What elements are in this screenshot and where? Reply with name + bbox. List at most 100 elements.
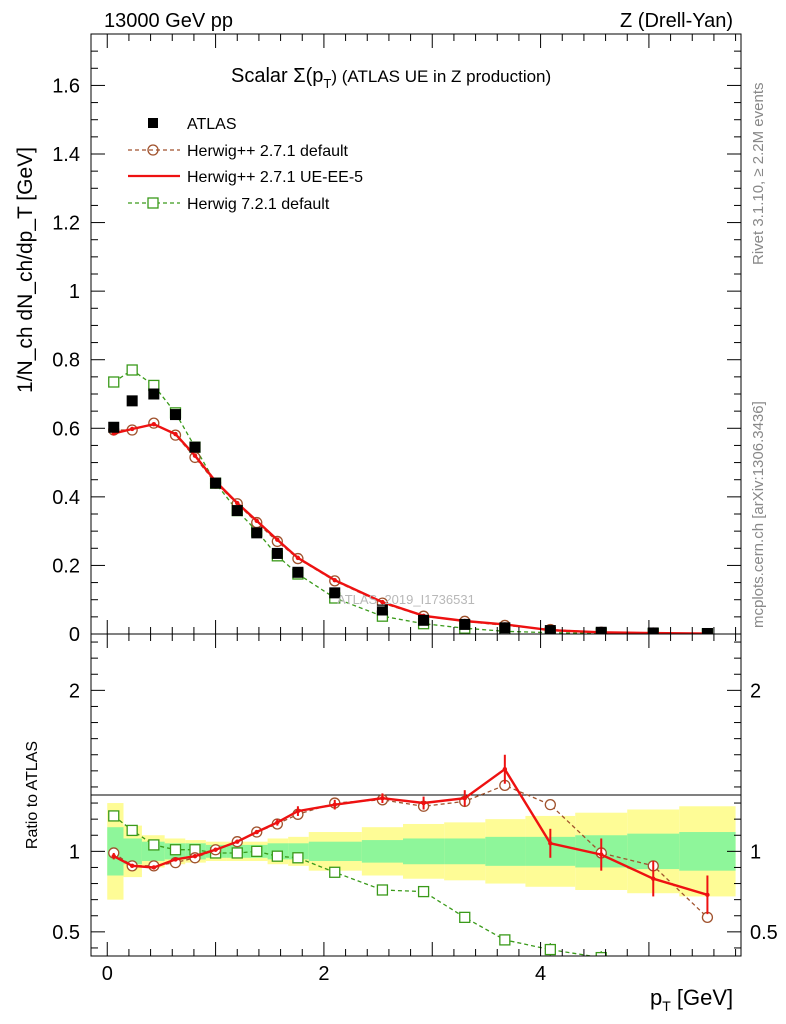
y-tick-label: 1.4 (52, 144, 80, 166)
ratio-y-tick-label: 0.5 (52, 922, 80, 944)
herwigpp-ueee5-ratio-point (548, 841, 553, 846)
herwig7-default-ratio-point (271, 850, 283, 862)
herwigpp-ueee5-ratio-point (599, 852, 604, 857)
herwig7-default-ratio-point (126, 824, 138, 837)
herwig7-default-ratio-point (499, 934, 511, 946)
herwig7-default-ratio-point (595, 951, 607, 956)
legend-label-herwigpp-ueee5: Herwig++ 2.7.1 UE-EE-5 (187, 169, 363, 186)
band-green (123, 838, 142, 865)
x-tick-label: 4 (535, 963, 546, 985)
legend-marker-herwig7-default (147, 197, 159, 209)
herwigpp-ueee5-ratio-point (235, 839, 240, 844)
atlas-data-point (701, 627, 713, 634)
herwigpp-ueee5-ratio-point (275, 820, 280, 825)
y-tick-label: 0.6 (52, 418, 80, 440)
herwigpp-ueee5-ratio-point (651, 876, 656, 881)
herwigpp-ueee5-ratio-point (462, 796, 467, 801)
herwig7-default-ratio-point (292, 852, 304, 864)
herwig7-default-point (108, 376, 120, 388)
herwig7-default-ratio-point (231, 847, 243, 859)
chart-title: Scalar Σ(pT) (ATLAS UE in Z production) (231, 65, 551, 91)
y-tick-label: 1 (69, 281, 80, 303)
atlas-data-point (376, 604, 388, 616)
atlas-data-point (595, 626, 607, 634)
uncertainty-bands (107, 803, 736, 900)
atlas-data-point (271, 547, 283, 559)
legend-marker-atlas (148, 118, 158, 128)
band-green (679, 832, 736, 871)
herwigpp-ueee5-point (332, 577, 337, 583)
herwigpp-ueee5-ratio-point (295, 808, 301, 814)
y-tick-label: 0 (69, 624, 80, 646)
band-green (444, 838, 486, 865)
herwigpp-ueee5-point (173, 431, 178, 437)
atlas-data-point (418, 614, 430, 626)
herwigpp-default-ratio-point (544, 799, 556, 811)
band-green (361, 840, 403, 863)
x-axis-label: pT [GeV] (650, 985, 733, 1014)
legend: ATLAS Herwig++ 2.7.1 default Herwig++ 2.… (128, 116, 363, 213)
herwigpp-ueee5-ratio-point (502, 767, 508, 772)
herwig7-default-point (126, 364, 138, 376)
band-green (485, 836, 526, 866)
herwigpp-ueee5-ratio-point (332, 802, 337, 807)
herwigpp-ueee5-ratio-point (173, 857, 178, 862)
atlas-data-point (170, 409, 181, 421)
axis-ticks: 0 2 4 0 0.2 0.4 0.6 0.8 1 1.2 1.4 1.6 0.5 0.5 1 1 2 2 (52, 34, 778, 985)
legend-label-herwig7-default: Herwig 7.2.1 default (187, 196, 330, 213)
herwig7-default-ratio-point (544, 943, 556, 956)
herwigpp-ueee5-ratio-point (151, 865, 157, 870)
herwigpp-ueee5-ratio-point (111, 853, 116, 859)
herwigpp-ueee5-ratio-point (129, 863, 135, 869)
ratio-y-tick-label: 1 (69, 841, 80, 863)
herwig7-default-ratio-point (108, 810, 120, 822)
herwigpp-ueee5-point (129, 426, 135, 432)
atlas-data-point (210, 477, 222, 489)
herwig7-default-ratio-point (148, 839, 160, 851)
herwigpp-ueee5-point (275, 537, 280, 542)
atlas-data-point (499, 622, 511, 634)
atlas-data-point (231, 505, 243, 517)
legend-label-atlas: ATLAS (187, 116, 237, 133)
y-tick-label: 0.8 (52, 350, 80, 372)
atlas-data-point (126, 395, 138, 407)
legend-marker-herwigpp-default (147, 144, 159, 156)
atlas-data-point (459, 618, 471, 630)
y-axis-label: 1/N_ch dN_ch/dp_T [GeV] (14, 147, 37, 393)
ratio-y-tick-label-right: 2 (750, 680, 761, 702)
mcplots-label: mcplots.cern.ch [arXiv:1306.3436] (750, 401, 767, 628)
main-curves (108, 364, 714, 634)
atlas-data-point (329, 587, 341, 599)
herwig7-default-ratio-point (417, 885, 430, 898)
herwigpp-ueee5-ratio-point (213, 847, 218, 852)
herwig7-default-ratio-point (251, 845, 263, 857)
ratio-y-tick-label: 2 (69, 680, 80, 702)
herwigpp-ueee5-ratio-point (421, 800, 426, 806)
x-tick-label: 2 (318, 963, 329, 985)
herwig7-default-ratio-point (169, 844, 182, 856)
y-tick-label: 1.6 (52, 75, 80, 97)
x-tick-label: 0 (102, 963, 113, 985)
atlas-data-point (108, 421, 120, 433)
band-green (403, 838, 445, 865)
herwig7-default-ratio-point (459, 911, 471, 924)
atlas-data-point (251, 527, 263, 539)
herwigpp-ueee5-point (295, 555, 301, 561)
header-right: Z (Drell-Yan) (620, 10, 733, 32)
herwigpp-ueee5-point (254, 518, 259, 524)
ratio-curves (108, 754, 714, 977)
herwig7-default-ratio-point (648, 967, 658, 977)
herwigpp-ueee5-ratio-point (705, 892, 710, 898)
y-axis-label-ratio: Ratio to ATLAS (24, 741, 41, 849)
watermark: ATLAS_2019_I1736531 (337, 592, 475, 607)
herwigpp-ueee5-point (192, 453, 198, 458)
herwigpp-ueee5-ratio-point (192, 853, 198, 859)
legend-label-herwigpp-default: Herwig++ 2.7.1 default (187, 143, 349, 160)
atlas-data-point (647, 627, 659, 634)
atlas-data-point (189, 441, 201, 453)
herwigpp-ueee5-ratio-point (380, 796, 385, 801)
header-left: 13000 GeV pp (104, 10, 233, 32)
y-tick-label: 0.4 (52, 487, 80, 509)
atlas-data-point (292, 566, 304, 578)
